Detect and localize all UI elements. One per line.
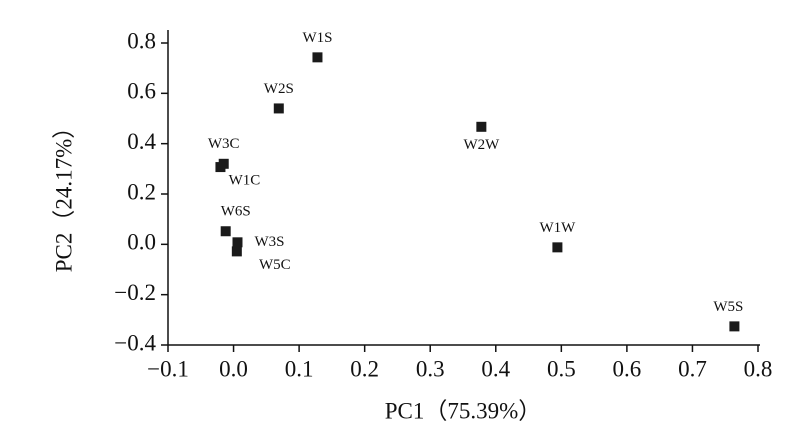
x-tick-label: 0.5 [547,356,576,381]
y-tick-label: −0.2 [114,280,156,305]
point-label: W1S [302,30,332,46]
point [729,321,740,332]
x-axis-title: PC1（75.39%） [385,398,542,423]
x-tick-label: 0.0 [219,356,248,381]
x-tick-label: 0.4 [481,356,510,381]
x-tick-label: 0.6 [613,356,642,381]
point-label: W3S [254,234,284,250]
point [552,242,563,253]
point-label: W5C [259,257,291,273]
point [273,103,284,114]
point [215,162,226,173]
point-label: W1W [539,220,576,236]
point-label: W2S [264,81,294,97]
point [232,237,243,248]
x-tick-label: 0.1 [285,356,314,381]
y-tick-label: 0.4 [127,129,156,154]
x-tick-label: 0.3 [416,356,445,381]
x-tick-label: 0.7 [678,356,707,381]
x-tick-label: −0.1 [147,356,189,381]
point-label: W2W [463,137,500,153]
x-tick-label: 0.8 [744,356,773,381]
point [231,246,242,257]
point [476,121,487,132]
point [220,226,231,237]
y-tick-label: 0.6 [127,79,156,104]
x-tick-label: 0.2 [350,356,379,381]
point-label: W6S [221,204,251,220]
y-tick-label: 0.2 [127,179,156,204]
point [312,52,323,63]
point-label: W1C [229,173,261,189]
point-label: W5S [713,299,743,315]
point-label: W3C [208,136,240,152]
y-axis-title: PC2（24.17%） [51,116,76,273]
y-tick-label: 0.0 [127,230,156,255]
y-tick-label: −0.4 [114,330,156,355]
y-tick-label: 0.8 [127,28,156,53]
